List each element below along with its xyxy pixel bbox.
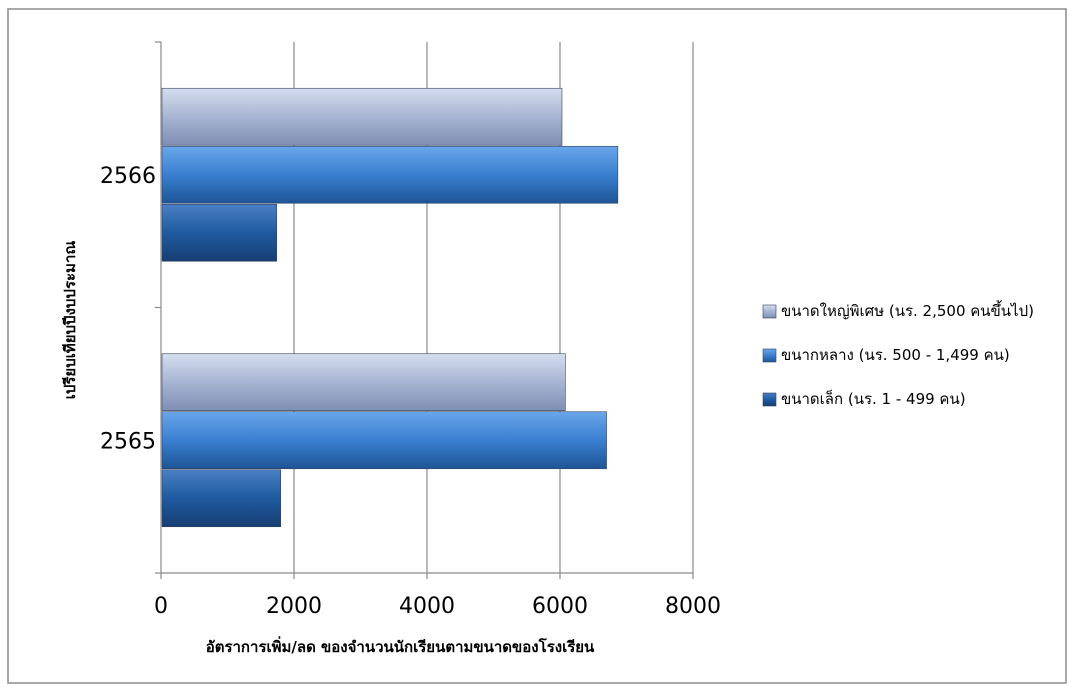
x-tick-label: 6000 bbox=[532, 594, 588, 619]
bar-2565-series-1 bbox=[161, 411, 607, 470]
bar-2565-series-0 bbox=[161, 469, 281, 528]
bar-2566-series-0 bbox=[161, 203, 278, 262]
y-axis-title: เปรียบเทียบปีงบประมาณ bbox=[61, 241, 79, 400]
bar-2566-series-2 bbox=[161, 87, 563, 146]
legend-swatch bbox=[762, 348, 777, 363]
x-tick-label: 2000 bbox=[266, 594, 322, 619]
bar-2566-series-1 bbox=[161, 145, 619, 204]
x-tick-label: 0 bbox=[154, 594, 168, 619]
bars bbox=[161, 87, 619, 528]
bar-2565-series-2 bbox=[161, 353, 566, 412]
y-category-labels: 2565 2566 bbox=[100, 164, 156, 455]
y-category-label: 2566 bbox=[100, 164, 156, 189]
x-tick-labels: 0 2000 4000 6000 8000 bbox=[154, 594, 721, 619]
legend-label: ขนากหลาง (นร. 500 - 1,499 คน) bbox=[781, 346, 1010, 364]
axes bbox=[155, 41, 694, 579]
x-tick-label: 4000 bbox=[399, 594, 455, 619]
y-category-label: 2565 bbox=[100, 429, 156, 454]
legend-swatch bbox=[762, 392, 777, 407]
legend-label: ขนาดใหญ่พิเศษ (นร. 2,500 คนขึ้นไป) bbox=[781, 300, 1034, 320]
x-tick-label: 8000 bbox=[665, 594, 721, 619]
legend: ขนาดใหญ่พิเศษ (นร. 2,500 คนขึ้นไป) ขนากหล… bbox=[762, 300, 1034, 408]
legend-swatch bbox=[762, 304, 777, 319]
x-axis-title: อัตราการเพิ่ม/ลด ของจำนวนนักเรียนตามขนาด… bbox=[206, 636, 595, 656]
legend-label: ขนาดเล็ก (นร. 1 - 499 คน) bbox=[781, 389, 966, 408]
